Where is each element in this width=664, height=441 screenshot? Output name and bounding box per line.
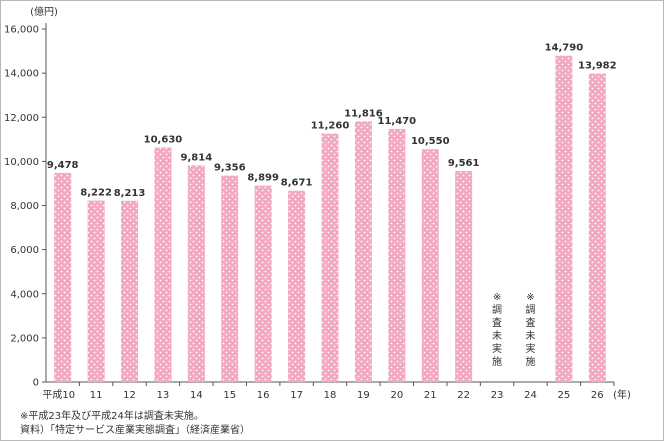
y-unit-label: (億円) <box>30 5 58 18</box>
y-tick-label: 0 <box>33 378 39 389</box>
bar <box>254 185 272 382</box>
data-label: 9,356 <box>214 163 246 174</box>
x-unit-label: (年) <box>613 388 631 401</box>
x-tick-label: 18 <box>324 390 337 401</box>
bar <box>54 172 72 382</box>
y-tick-label: 2,000 <box>10 333 39 344</box>
data-label: 10,550 <box>411 136 450 147</box>
y-tick-label: 10,000 <box>4 157 39 168</box>
missing-survey-note: 査 <box>525 316 535 329</box>
bar <box>87 200 105 382</box>
data-label: 9,478 <box>47 160 79 171</box>
missing-survey-note: 調 <box>525 303 535 316</box>
data-label: 11,470 <box>378 116 417 127</box>
footnote-missing-survey: ※平成23年及び平成24年は調査未実施。 <box>20 411 204 422</box>
missing-survey-note: ※ <box>493 292 501 303</box>
missing-survey-note: 実 <box>525 342 535 355</box>
bar <box>588 73 606 382</box>
bar <box>421 149 439 382</box>
missing-survey-note: ※ <box>526 292 534 303</box>
data-label: 8,213 <box>114 188 146 199</box>
x-tick-label: 20 <box>390 390 403 401</box>
missing-survey-note: 施 <box>492 355 502 368</box>
y-tick-label: 4,000 <box>10 289 39 300</box>
data-label: 13,982 <box>578 61 617 72</box>
missing-survey-note: 実 <box>492 342 502 355</box>
bar <box>221 175 239 382</box>
x-tick-label: 12 <box>123 390 136 401</box>
bar <box>121 200 139 382</box>
y-tick-label: 14,000 <box>4 69 39 80</box>
data-label: 9,561 <box>448 158 480 169</box>
axes: (億円) 0 2,000 4,000 6,000 8,000 10,000 12,000 14,… <box>4 5 615 389</box>
footnote-source: 資料）「特定サービス産業実態調査」（経済産業省） <box>20 425 250 436</box>
y-tick-label: 16,000 <box>4 25 39 36</box>
bar <box>455 171 473 382</box>
bar <box>154 147 172 382</box>
x-tick-label: 26 <box>591 390 604 401</box>
bar <box>288 190 306 382</box>
x-tick-label: 17 <box>290 390 303 401</box>
x-tick-label: 11 <box>90 390 103 401</box>
bar <box>555 55 573 383</box>
x-tick-label: 25 <box>558 390 571 401</box>
data-label: 10,630 <box>144 134 183 145</box>
data-label: 14,790 <box>545 43 584 54</box>
bar <box>388 128 406 382</box>
data-label: 11,260 <box>311 121 350 132</box>
x-tick-label: 16 <box>257 390 270 401</box>
x-tick-label: 21 <box>424 390 437 401</box>
bar <box>321 133 339 382</box>
x-tick-label: 24 <box>524 390 537 401</box>
missing-survey-note: 施 <box>525 355 535 368</box>
missing-survey-note: 査 <box>492 316 502 329</box>
x-tick-label: 13 <box>157 390 170 401</box>
x-tick-label: 14 <box>190 390 203 401</box>
y-tick-label: 8,000 <box>10 201 39 212</box>
y-tick-label: 12,000 <box>4 113 39 124</box>
x-tick-label: 22 <box>457 390 470 401</box>
x-tick-label: 23 <box>491 390 504 401</box>
missing-survey-note: 調 <box>492 303 502 316</box>
bar <box>354 121 372 382</box>
labels: 平成10 9,478 11 8,222 12 8,213 13 10,630 14 9,814 15… <box>42 43 631 401</box>
y-tick-label: 6,000 <box>10 245 39 256</box>
bar <box>187 165 205 382</box>
data-label: 8,899 <box>247 173 279 184</box>
missing-survey-note: 未 <box>525 330 535 342</box>
x-tick-label: 15 <box>223 390 236 401</box>
data-label: 8,222 <box>80 188 112 199</box>
x-tick-label: 平成10 <box>42 389 75 401</box>
missing-survey-note: 未 <box>492 330 502 342</box>
x-tick-label: 19 <box>357 390 370 401</box>
data-label: 8,671 <box>281 178 313 189</box>
data-label: 9,814 <box>181 152 213 163</box>
data-label: 11,816 <box>344 108 383 119</box>
bars <box>54 55 606 383</box>
